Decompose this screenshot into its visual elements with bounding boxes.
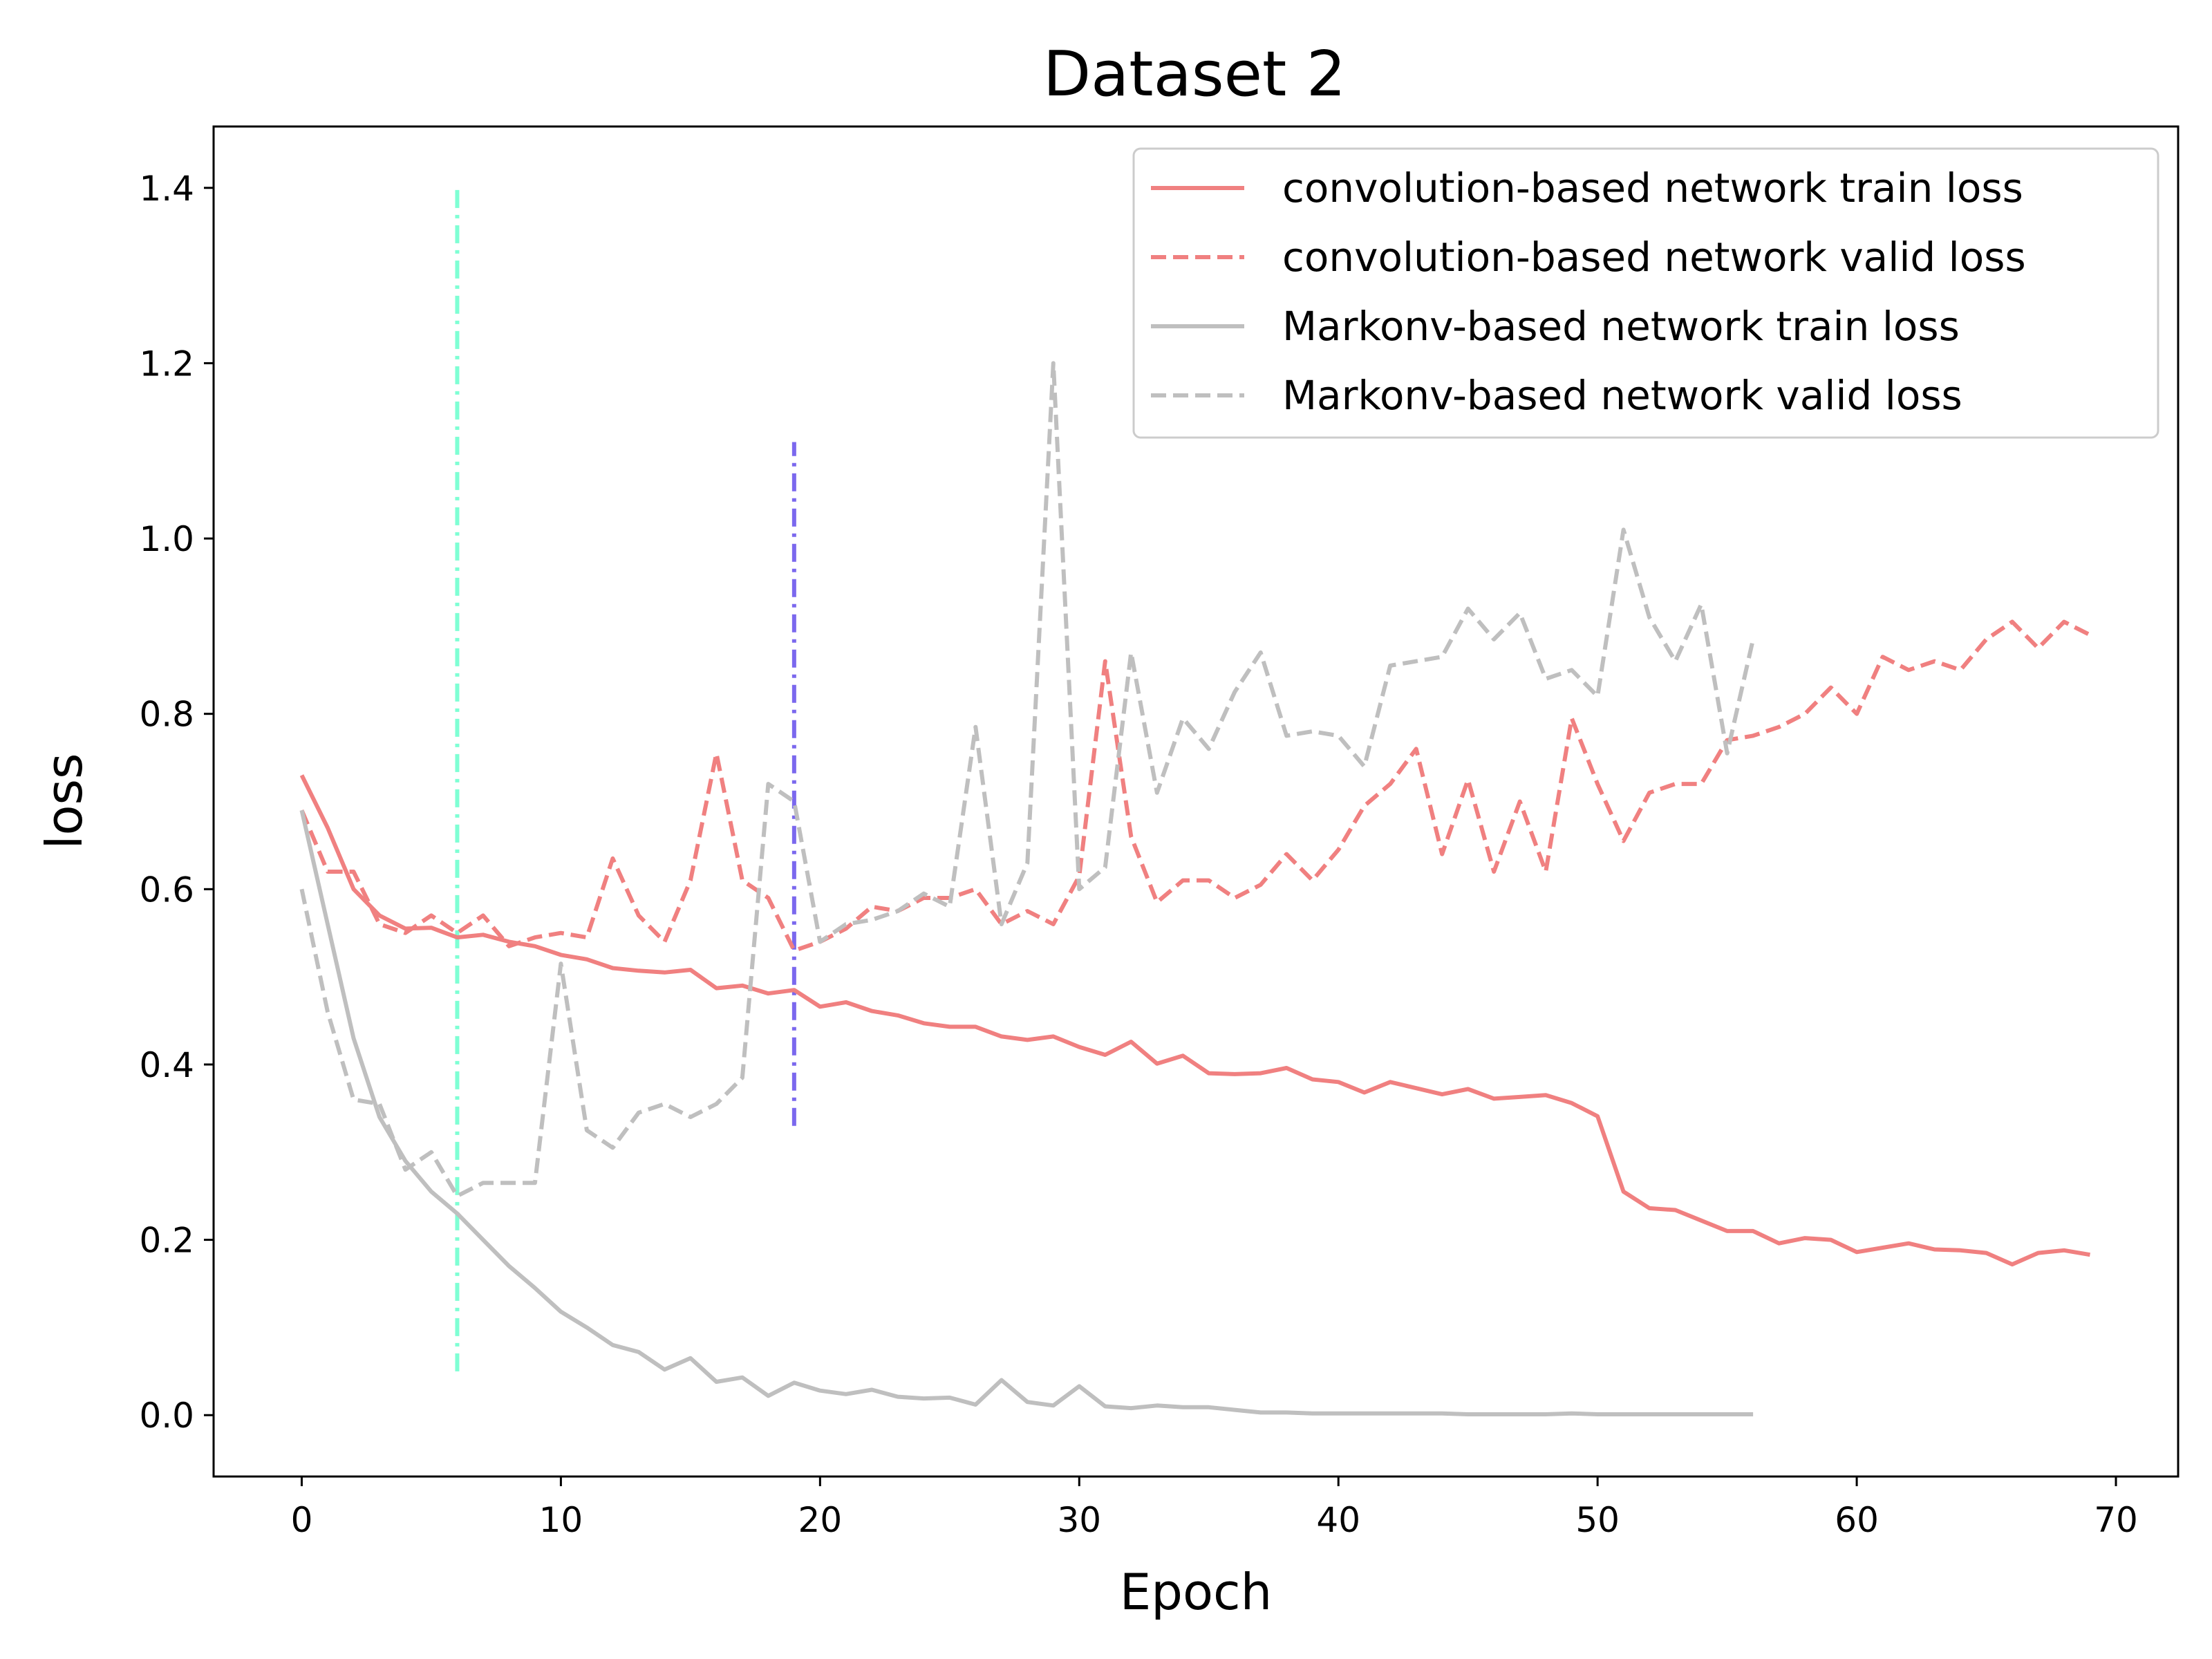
y-tick-label: 0.6 [139,870,194,910]
x-tick-label: 20 [798,1500,843,1540]
legend-label-3: Markonv-based network train loss [1282,303,1960,350]
x-tick-label: 0 [291,1500,313,1540]
y-tick-label: 0.4 [139,1045,194,1085]
y-tick-label: 0.2 [139,1221,194,1261]
x-tick-label: 60 [1835,1500,1879,1540]
y-tick-label: 1.2 [139,344,194,384]
chart-title: Dataset 2 [1043,38,1346,111]
plot-frame [212,125,2180,1478]
y-axis-label: loss [35,753,93,849]
x-tick-label: 50 [1575,1500,1620,1540]
legend-label-4: Markonv-based network valid loss [1282,372,1962,419]
legend: convolution-based network train loss conv… [1132,147,2159,439]
legend-box [1132,147,2159,439]
x-axis-label: Epoch [1120,1563,1272,1621]
x-tick-label: 10 [539,1500,583,1540]
series-line-3 [299,809,1754,1416]
legend-label-2: convolution-based network valid loss [1282,234,2026,281]
x-tick-label: 70 [2094,1500,2138,1540]
axis-ticks: 0 10 20 30 40 50 60 70 0.0 0.2 0.4 0.6 0.8 1.0 1.2 1.4 [139,169,2137,1540]
series-line-4 [299,361,1756,1199]
x-tick-label: 30 [1057,1500,1101,1540]
series-line-2 [299,619,2091,953]
y-tick-label: 0.8 [139,695,194,735]
legend-label-1: convolution-based network train loss [1282,165,2023,212]
x-tick-label: 40 [1316,1500,1360,1540]
y-tick-label: 1.4 [139,169,194,209]
y-tick-label: 0.0 [139,1396,194,1436]
y-tick-label: 1.0 [139,519,194,559]
plot-area [299,187,2091,1416]
series-line-1 [299,774,2091,1267]
